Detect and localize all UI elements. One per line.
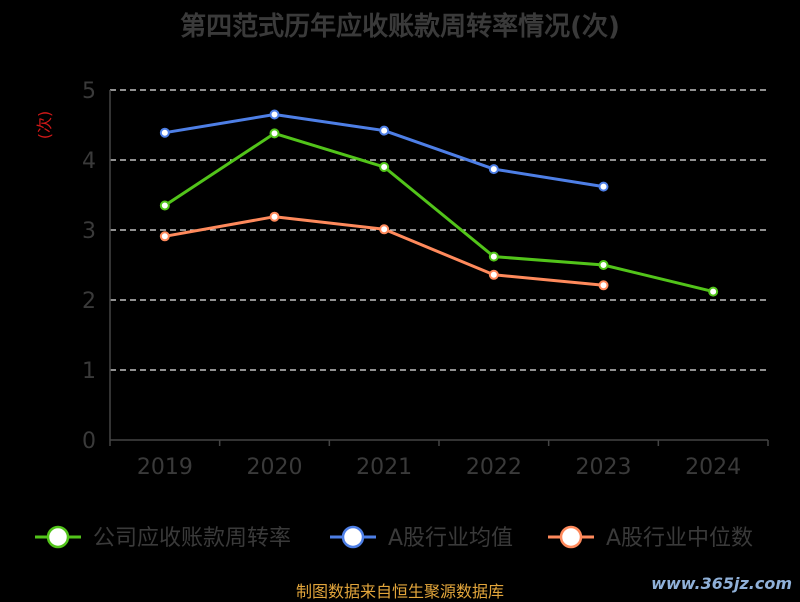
data-point xyxy=(269,109,280,120)
x-tick-label: 2021 xyxy=(356,455,412,480)
series-line xyxy=(164,131,714,294)
data-point xyxy=(269,211,280,222)
series-line xyxy=(164,113,604,189)
y-tick-label: 1 xyxy=(82,359,96,384)
legend-marker xyxy=(559,525,583,549)
x-tick-label: 2019 xyxy=(137,455,193,480)
data-point xyxy=(269,128,280,139)
legend-marker xyxy=(46,525,70,549)
legend-marker xyxy=(341,525,365,549)
legend-label: 公司应收账款周转率 xyxy=(93,526,291,551)
data-point xyxy=(159,200,170,211)
chart-title: 第四范式历年应收账款周转率情况(次) xyxy=(180,12,620,42)
data-point xyxy=(488,251,499,262)
y-tick-label: 3 xyxy=(82,219,96,244)
data-point xyxy=(598,260,609,270)
y-tick-label: 0 xyxy=(82,429,96,454)
data-point xyxy=(379,224,390,235)
y-tick-label: 4 xyxy=(82,149,96,174)
x-tick-label: 2022 xyxy=(466,455,522,480)
x-tick-label: 2024 xyxy=(685,455,741,480)
data-point xyxy=(488,269,499,280)
x-tick-label: 2023 xyxy=(576,455,632,480)
data-source-note: 制图数据来自恒生聚源数据库 xyxy=(295,582,504,601)
watermark: www.365jz.com xyxy=(651,574,792,593)
data-point xyxy=(598,181,609,192)
y-tick-label: 2 xyxy=(82,289,96,314)
data-point xyxy=(379,125,390,136)
legend-label: A股行业中位数 xyxy=(606,526,753,551)
legend-label: A股行业均值 xyxy=(388,526,513,551)
data-point xyxy=(159,127,170,138)
data-point xyxy=(379,162,390,172)
data-point xyxy=(708,286,719,297)
y-axis-label: (次) xyxy=(35,111,54,140)
data-point xyxy=(159,231,170,242)
y-tick-label: 5 xyxy=(82,79,96,104)
data-point xyxy=(598,280,609,291)
x-tick-label: 2020 xyxy=(247,455,303,480)
data-point xyxy=(488,164,499,175)
